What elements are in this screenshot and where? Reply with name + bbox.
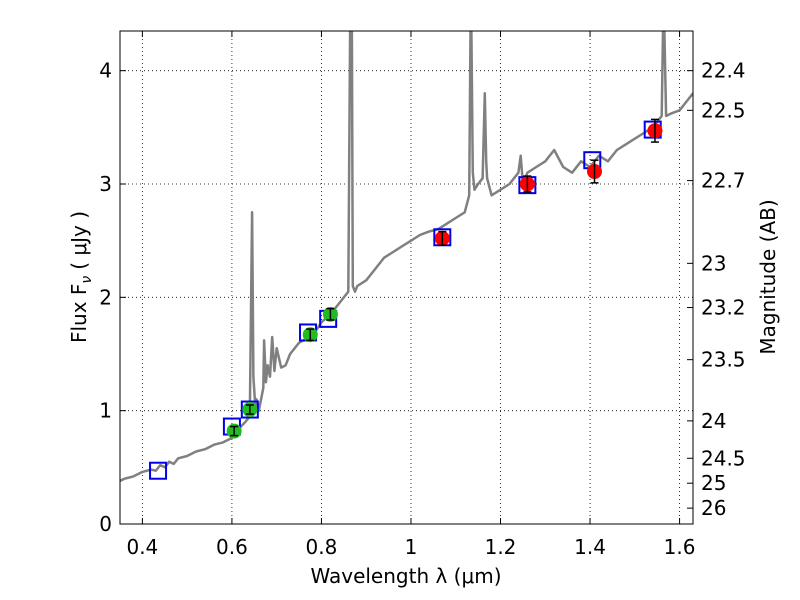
right-tick-label: 24	[701, 409, 726, 433]
right-tick-label: 22.5	[701, 98, 746, 122]
y-axis-label-subscript: ν	[79, 276, 95, 284]
right-tick-label: 26	[701, 496, 726, 520]
model-photometry-square	[149, 461, 168, 480]
plot-frame	[119, 30, 694, 525]
y-tick-label: 1	[99, 399, 112, 423]
x-axis-label: Wavelength λ (μm)	[310, 564, 501, 588]
x-tick-label: 1.6	[664, 535, 696, 559]
x-tick-label: 0.8	[306, 535, 338, 559]
right-tick-label: 22.7	[701, 169, 746, 193]
y-tick-label: 0	[99, 512, 112, 536]
right-tick-label: 25	[701, 471, 726, 495]
right-tick-label: 23.5	[701, 348, 746, 372]
right-axis-label: Magnitude (AB)	[756, 199, 780, 354]
markers	[149, 118, 663, 480]
y-tick-label: 2	[99, 285, 112, 309]
x-tick-label: 1.2	[485, 535, 517, 559]
x-tick-label: 0.6	[216, 535, 248, 559]
y-axis-label-unit: ( μJy )	[67, 211, 91, 270]
y-axis-label: Flux Fν( μJy )	[67, 211, 95, 343]
x-tick-label: 1.4	[574, 535, 606, 559]
y-tick-label: 3	[99, 172, 112, 196]
right-tick-label: 23	[701, 251, 726, 275]
right-tick-label: 23.2	[701, 296, 746, 320]
x-tick-label: 0.4	[126, 535, 158, 559]
y-tick-label: 4	[99, 59, 112, 83]
model-photometry-square	[240, 400, 259, 419]
right-tick-label: 24.5	[701, 446, 746, 470]
right-tick-label: 22.4	[701, 59, 746, 83]
x-tick-label: 1	[405, 535, 418, 559]
